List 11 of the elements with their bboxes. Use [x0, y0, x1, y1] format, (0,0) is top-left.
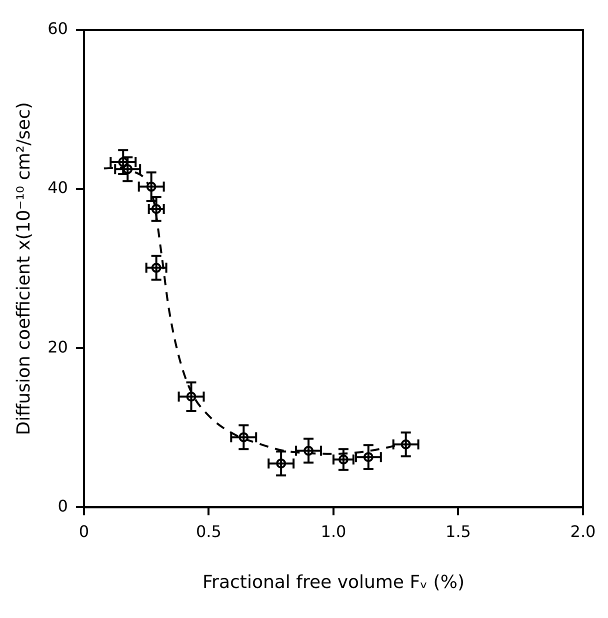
x-tick-label: 1.5	[446, 522, 471, 541]
x-tick-label: 1.0	[320, 522, 346, 541]
y-tick-label: 20	[48, 337, 68, 356]
y-tick-label: 60	[48, 19, 68, 38]
y-axis-title: Diffusion coefficient x(10⁻¹⁰ cm²/sec)	[13, 102, 34, 436]
x-tick-label: 2.0	[570, 522, 596, 541]
x-tick-label: 0	[78, 522, 90, 541]
x-tick-label: 0.5	[196, 522, 222, 541]
y-tick-label: 0	[58, 496, 68, 516]
y-tick-label: 40	[48, 178, 68, 198]
x-axis-title: Fractional free volume Fᵥ (%)	[202, 572, 464, 593]
